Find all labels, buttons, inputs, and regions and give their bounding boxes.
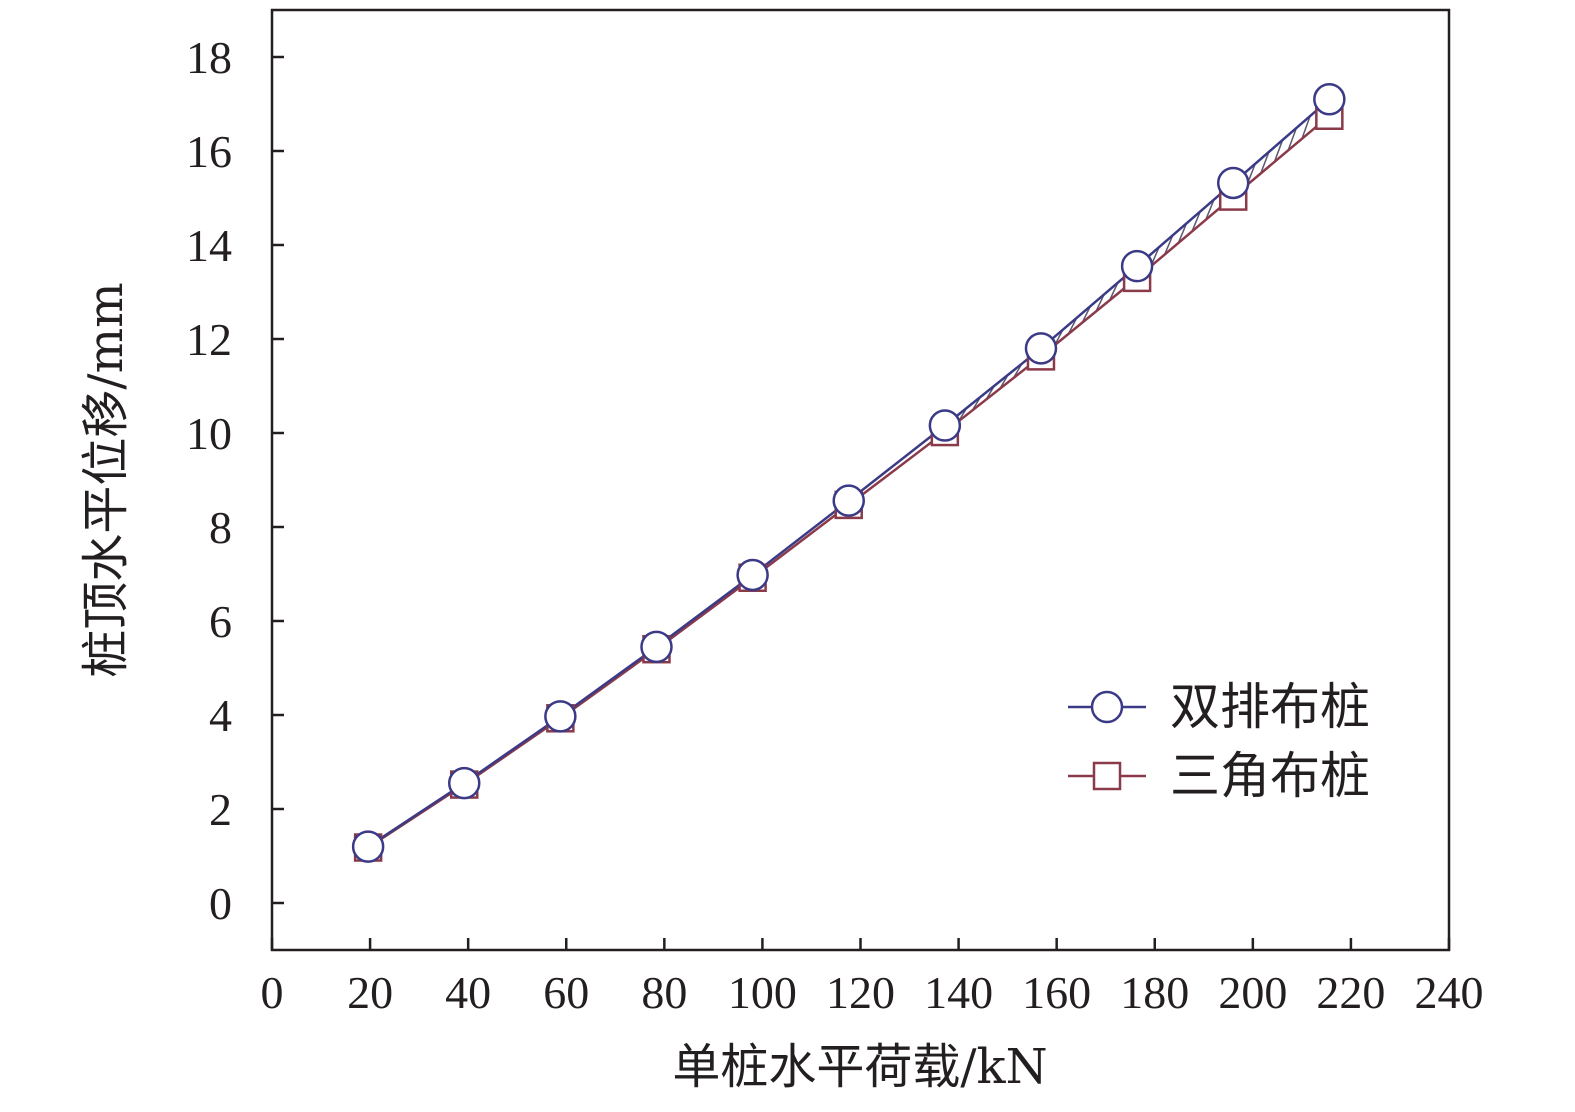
hatch-line [1301, 115, 1311, 140]
y-tick-label: 14 [186, 220, 232, 271]
hatch-line [1191, 211, 1201, 232]
y-tick-label: 18 [186, 32, 232, 83]
hatch-line [1287, 127, 1298, 151]
legend-circle-marker [1090, 690, 1124, 724]
ticks-layer: 0 20 40 60 80 100 120 140 160 180 200 220 240 0 2 4 6 8 10… [186, 32, 1484, 1018]
x-tick-label: 20 [347, 967, 393, 1018]
hatch-line [1205, 199, 1215, 221]
y-tick-label: 8 [209, 502, 232, 553]
x-tick-label: 200 [1218, 967, 1287, 1018]
x-axis-title: 单桩水平荷载/kN [672, 1039, 1047, 1095]
y-tick-label: 12 [186, 314, 232, 365]
data-point-circle [928, 409, 962, 442]
legend: 双排布桩 三角布桩 [1068, 678, 1370, 805]
x-tick-label: 240 [1415, 967, 1484, 1018]
y-axis-title: 桩顶水平位移/mm [78, 282, 134, 677]
legend-label-series-1: 双排布桩 [1170, 678, 1370, 736]
data-point-circle [1216, 166, 1250, 200]
y-tick-label: 2 [209, 784, 232, 835]
data-point-circle [736, 558, 769, 592]
data-point-circle [447, 766, 481, 800]
hatch-line [1273, 139, 1284, 163]
data-point-circle [1024, 332, 1058, 365]
y-tick-label: 16 [186, 126, 232, 177]
x-tick-label: 40 [445, 967, 491, 1018]
data-point-circle [640, 630, 673, 664]
x-tick-label: 140 [924, 967, 993, 1018]
data-point-circle [832, 484, 865, 517]
x-tick-label: 100 [728, 967, 797, 1018]
legend-label-series-2: 三角布桩 [1170, 747, 1370, 805]
x-tick-label: 180 [1120, 967, 1189, 1018]
x-tick-label: 0 [261, 967, 284, 1018]
data-point-circle [1313, 83, 1346, 116]
x-tick-label: 160 [1022, 967, 1091, 1018]
x-tick-label: 120 [826, 967, 895, 1018]
y-tick-label: 6 [209, 596, 232, 647]
x-tick-label: 60 [543, 967, 589, 1018]
x-tick-label: 220 [1316, 967, 1385, 1018]
hatch-line [1177, 223, 1188, 244]
data-point-circle [544, 700, 577, 733]
x-tick-label: 80 [641, 967, 687, 1018]
y-tick-label: 4 [209, 690, 232, 741]
data-point-circle [351, 830, 385, 863]
hatch-line [1259, 151, 1270, 174]
hatch-line [1163, 234, 1174, 255]
data-point-circle [1120, 249, 1154, 283]
hatch-line [1095, 294, 1105, 312]
y-tick-label: 0 [209, 878, 232, 929]
series-layer [351, 83, 1346, 863]
y-tick-label: 10 [186, 408, 232, 459]
legend-square-marker [1092, 761, 1122, 791]
plot-frame [270, 8, 1451, 952]
hatch-line [1108, 282, 1119, 301]
